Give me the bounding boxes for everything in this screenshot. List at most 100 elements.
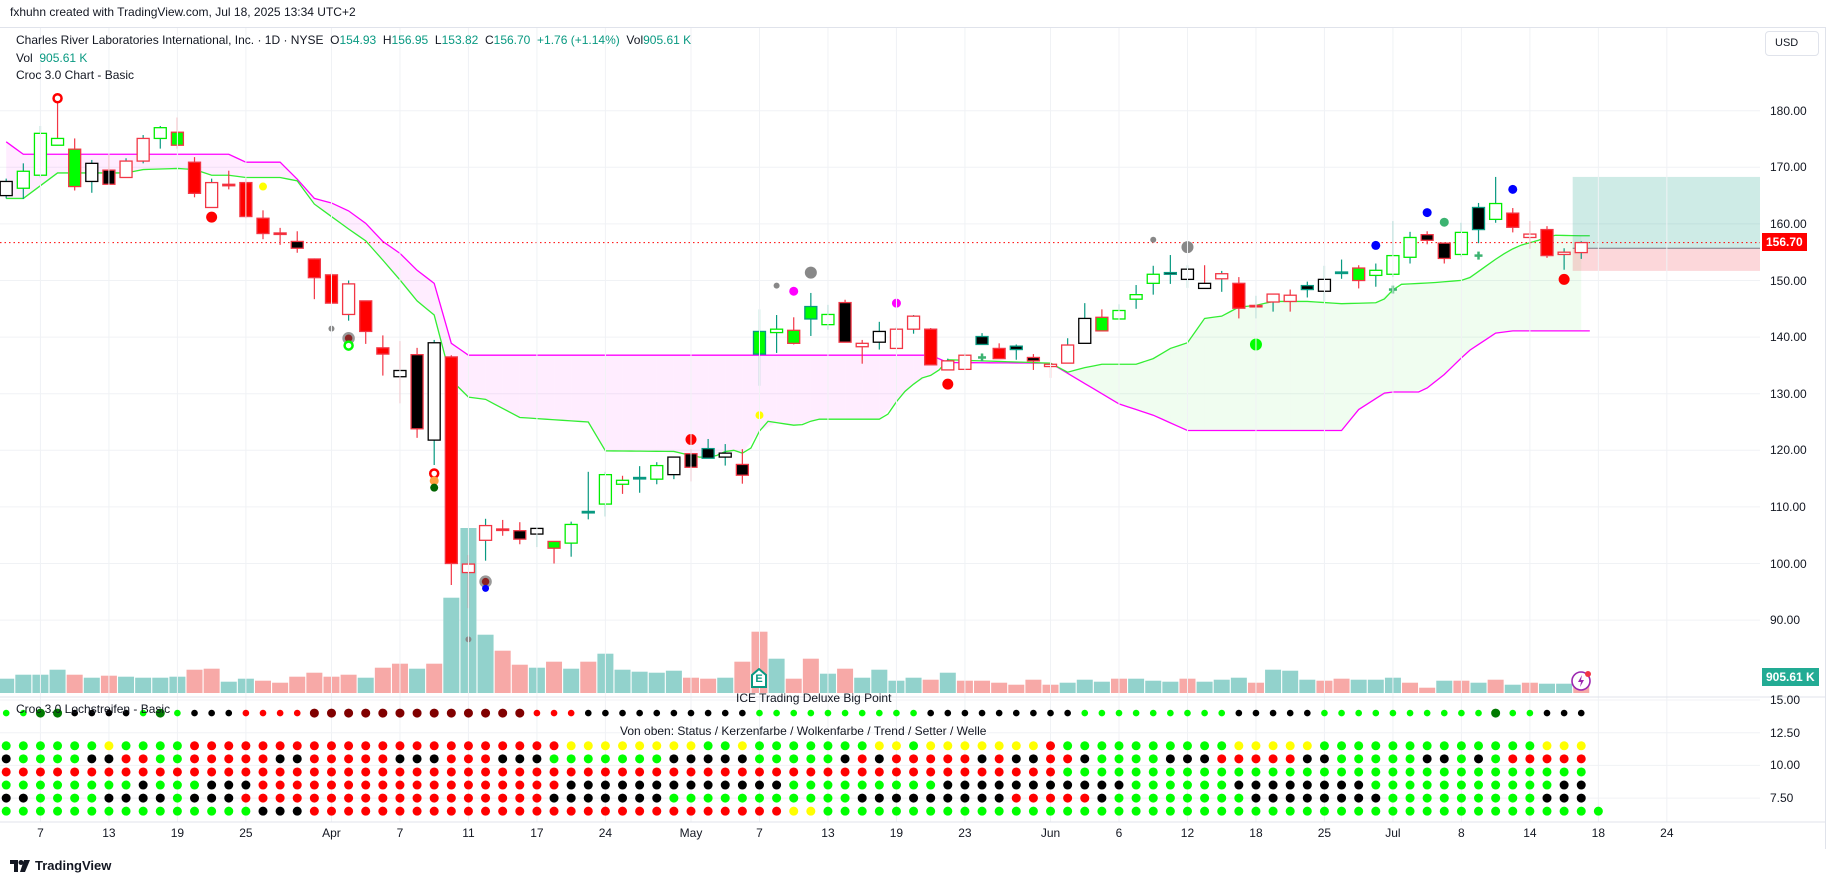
signal-dot (1405, 806, 1415, 816)
signal-dot (1046, 754, 1056, 764)
signal-dot (463, 806, 473, 816)
chart-frame (0, 27, 1826, 849)
cloud-segment (1427, 281, 1445, 388)
signal-dot (309, 793, 319, 803)
candle-body (547, 540, 561, 549)
volume-bar (648, 672, 665, 693)
currency-button[interactable]: USD (1765, 31, 1819, 56)
signal-dot (652, 806, 662, 816)
signal-dot (1456, 806, 1466, 816)
lightning-icon[interactable] (1571, 670, 1593, 695)
signal-dot (686, 806, 696, 816)
candle-body (1232, 282, 1246, 309)
volume-bar (1367, 679, 1384, 693)
signal-dot (618, 806, 628, 816)
volume-bar (494, 650, 511, 693)
signal-dot (720, 780, 730, 790)
candle (581, 471, 595, 520)
signal-dot (395, 806, 405, 816)
lower-pane-title[interactable]: Croc 3.0 Lochstreifen - Basic (16, 702, 171, 716)
signal-dot (1131, 741, 1141, 751)
candle-body (667, 456, 681, 476)
signal-dot (686, 793, 696, 803)
candle (273, 227, 287, 245)
signal-dot (1355, 709, 1362, 717)
signal-dot (1251, 793, 1261, 803)
signal-dot (1063, 780, 1073, 790)
signal-dot (978, 709, 986, 717)
signal-dot (1576, 793, 1586, 803)
signal-dot (943, 806, 953, 816)
candle (50, 101, 65, 146)
candle (1197, 265, 1212, 290)
signal-dot (1422, 780, 1432, 790)
signal-dot (378, 793, 388, 803)
candle (1146, 265, 1160, 295)
signal-dot (1371, 780, 1381, 790)
signal-dot (1063, 754, 1073, 764)
signal-dot (1456, 793, 1466, 803)
signal-dot (1028, 741, 1038, 751)
signal-dot (789, 806, 799, 816)
candle-body (307, 258, 322, 279)
signal-dot (70, 741, 80, 751)
symbol-name[interactable]: Charles River Laboratories International… (16, 33, 324, 47)
signal-dot (1285, 741, 1295, 751)
signal-dot (1319, 780, 1329, 790)
signal-dot (446, 754, 456, 764)
yellow-dot-marker (259, 182, 267, 191)
signal-dot (583, 767, 593, 777)
earnings-icon[interactable]: E (750, 668, 768, 688)
signal-dot (1576, 754, 1586, 764)
signal-dot (874, 806, 884, 816)
tradingview-logo[interactable]: TradingView (10, 858, 111, 873)
signal-dot (840, 806, 850, 816)
signal-dot (190, 754, 200, 764)
volume-legend-label: Vol (16, 51, 33, 65)
signal-dot (35, 741, 45, 751)
candle (1403, 231, 1417, 264)
signal-dot (789, 754, 799, 764)
signal-dot (1251, 754, 1261, 764)
signal-dot (1132, 709, 1140, 717)
candle-body (718, 452, 732, 458)
signal-dot (259, 709, 267, 717)
candle (1078, 303, 1092, 344)
candle-body (444, 356, 458, 565)
volume-bar (768, 658, 785, 693)
volume-bar (203, 668, 220, 693)
signal-dot (840, 754, 850, 764)
signal-dot (1114, 754, 1124, 764)
signal-dot (1011, 741, 1021, 751)
volume-bar (974, 680, 991, 693)
volume-bar (118, 676, 135, 693)
candle (872, 321, 886, 350)
signal-dot (566, 741, 576, 751)
signal-dot (754, 806, 764, 816)
signal-dot (463, 754, 473, 764)
signal-dot (1165, 780, 1175, 790)
signal-dot (1, 806, 11, 816)
volume-bar (1504, 684, 1521, 693)
candle (427, 339, 441, 466)
volume-legend[interactable]: Vol 905.61 K (16, 51, 87, 65)
volume-bar (939, 672, 956, 693)
symbol-legend[interactable]: Charles River Laboratories International… (16, 33, 691, 47)
signal-dot (549, 741, 559, 751)
indicator-legend[interactable]: Croc 3.0 Chart - Basic (16, 68, 135, 82)
signal-dot (1439, 754, 1449, 764)
signal-dot (1388, 780, 1398, 790)
signal-dot (361, 780, 371, 790)
signal-dot (88, 709, 96, 717)
signal-dot (326, 708, 336, 718)
signal-dot (1354, 767, 1364, 777)
volume-bar (0, 678, 15, 693)
candle (1574, 241, 1588, 259)
volume-bar (272, 682, 289, 693)
signal-dot (1559, 754, 1569, 764)
volume-bar (1350, 679, 1367, 693)
signal-dot (1525, 767, 1535, 777)
signal-dot (737, 754, 747, 764)
signal-dot (960, 806, 970, 816)
